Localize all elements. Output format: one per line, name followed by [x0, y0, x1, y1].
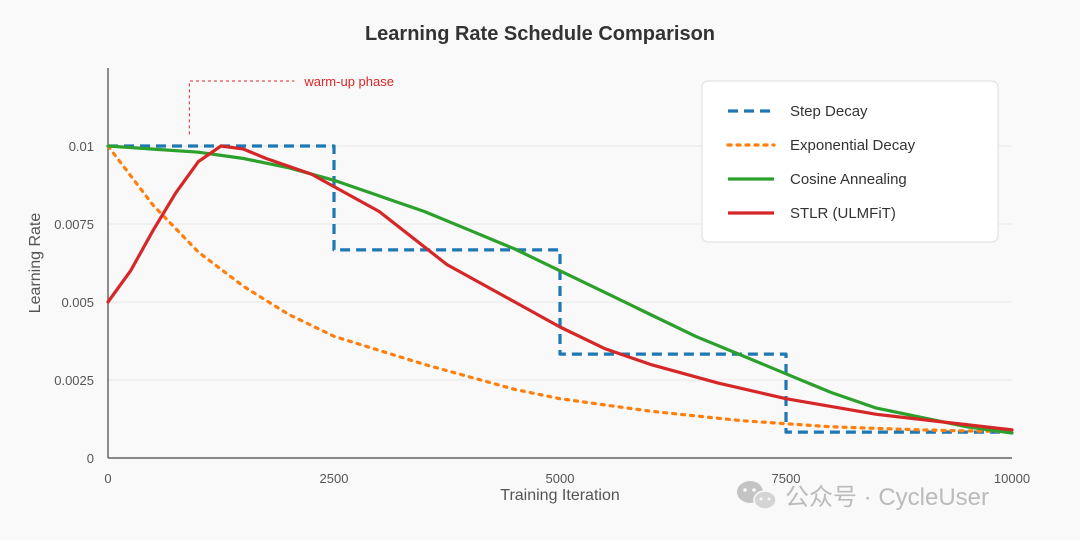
x-tick-label: 0 — [104, 471, 111, 486]
legend-label-stlr-ulmfit: STLR (ULMFiT) — [790, 205, 896, 222]
chart-title: Learning Rate Schedule Comparison — [365, 23, 715, 45]
x-tick-label: 2500 — [320, 471, 349, 486]
y-tick-label: 0.01 — [69, 139, 94, 154]
y-tick-label: 0.0025 — [54, 373, 94, 388]
watermark-text: 公众号 · CycleUser — [785, 484, 989, 511]
legend-label-step-decay: Step Decay — [790, 103, 868, 120]
watermark: 公众号 · CycleUser — [737, 481, 989, 511]
wechat-icon — [737, 481, 777, 510]
y-tick-label: 0 — [87, 451, 94, 466]
annotation-text: warm-up phase — [303, 74, 394, 89]
x-tick-label: 7500 — [772, 471, 801, 486]
axes: 0 2500 5000 7500 10000 0 0.0025 0.005 0.0075 0.01 — [54, 68, 1030, 486]
legend-label-cosine-annealing: Cosine Annealing — [790, 171, 907, 188]
annotation-bracket — [188, 80, 295, 135]
x-axis-label: Training Iteration — [500, 487, 619, 504]
series-line-stlr-ulmfit — [106, 144, 1014, 432]
series-line-exponential-decay — [106, 144, 1014, 434]
y-axis-label: Learning Rate — [27, 213, 44, 314]
legend-box — [701, 80, 999, 243]
series-group — [106, 144, 1014, 435]
annotation-group: warm-up phase — [188, 74, 394, 135]
y-tick-label: 0.005 — [61, 295, 94, 310]
legend: Step Decay Exponential Decay Cosine Anneal… — [701, 80, 999, 243]
x-tick-label: 10000 — [994, 471, 1030, 486]
legend-label-exponential-decay: Exponential Decay — [790, 137, 916, 154]
series-line-step-decay — [108, 144, 1012, 434]
y-tick-label: 0.0075 — [54, 217, 94, 232]
series-line-cosine-annealing — [106, 144, 1014, 435]
x-tick-label: 5000 — [546, 471, 575, 486]
